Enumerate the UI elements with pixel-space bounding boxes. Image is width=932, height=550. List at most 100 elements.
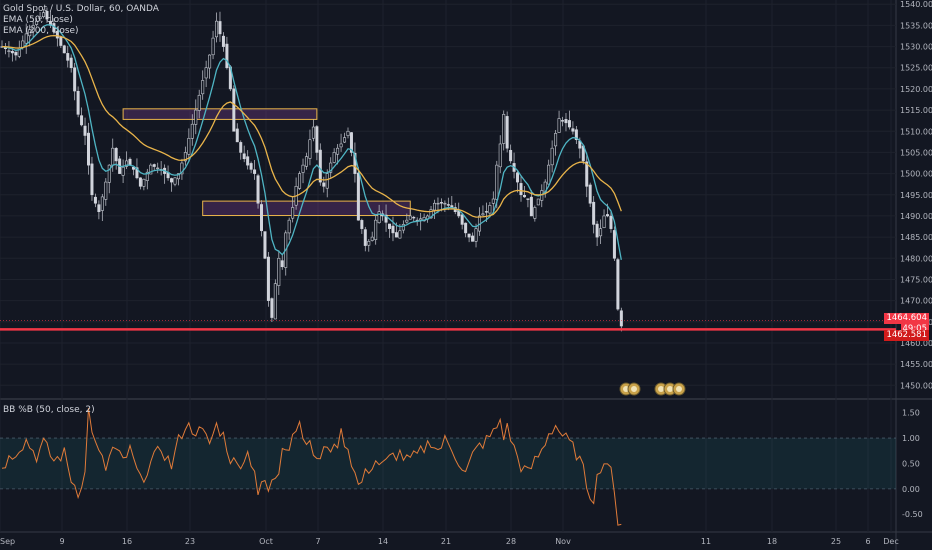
bb-percent-b-line [1,407,622,526]
panel-separator [0,398,932,400]
candle-body [533,207,537,219]
candle-body [246,156,250,166]
candle-body [436,202,440,205]
candle-body [432,202,436,211]
candle-body [370,236,374,241]
bb-percent-b-label: BB %B (50, close, 2) [3,405,95,415]
candle-body [519,183,523,196]
candle-body [304,156,308,167]
candle-body [488,205,492,214]
candle-body [273,283,277,320]
candle-body [208,54,212,69]
candle-body [225,43,229,69]
candle-body [104,181,108,200]
zones-layer [122,108,411,217]
candle-body [349,132,353,153]
candle-body [609,215,613,229]
candle-body [346,130,350,136]
candle-body [183,152,187,162]
candle-body [574,129,578,141]
candle-body [374,219,378,240]
event-icon-dot [658,386,664,392]
candle-body [197,94,201,111]
indicator-tick-label: 1.50 [902,409,920,418]
candle-body [187,138,191,155]
candle-body [502,114,506,144]
candle-body [394,232,398,238]
candle-body [336,147,340,155]
candle-body [398,230,402,239]
candle-body [318,149,322,183]
ema-200-line [1,34,622,218]
y-tick-label: 1495.00 [900,191,932,200]
candle-body [298,173,302,189]
event-icon[interactable] [672,382,686,396]
x-tick-label: 18 [767,537,777,546]
event-icon[interactable] [663,382,677,396]
candle-body [145,171,149,181]
candle-body [111,147,115,166]
candle-body [125,160,129,167]
candle-body [429,209,433,219]
candle-body [93,196,97,204]
candle-body [152,164,156,167]
candle-body [62,45,66,54]
candle-body [87,132,91,166]
candle-body [471,235,475,242]
candle-body [509,149,513,162]
event-icon[interactable] [627,382,641,396]
candle-body [554,133,558,147]
candle-body [80,115,84,126]
candle-body [516,172,520,183]
candle-body [464,222,468,234]
candle-body [190,123,194,139]
candle-body [384,214,388,223]
candle-body [474,228,478,242]
event-icon[interactable] [654,382,668,396]
candle-body [495,164,499,200]
candle-body [176,173,180,180]
candle-body [564,119,568,124]
candle-body [599,228,603,237]
candle-body [332,152,336,163]
y-tick-label: 1520.00 [900,85,932,94]
event-icons-layer[interactable] [619,382,686,396]
candle-body [259,204,263,232]
last-price-label: 1464.604 [884,313,929,325]
candle-body [107,164,111,183]
candle-body [526,198,530,200]
candle-body [377,211,381,223]
candle-body [301,164,305,173]
candle-body [232,88,236,132]
candle-body [360,220,364,229]
candle-body [419,218,423,221]
y-tick-label: 1470.00 [900,297,932,306]
y-tick-label: 1510.00 [900,127,932,136]
candle-body [585,161,589,187]
candle-body [142,178,146,187]
candle-body [173,177,177,185]
y-tick-label: 1515.00 [900,106,932,115]
candle-body [481,213,485,216]
candle-body [100,196,104,211]
chart-title: Gold Spot / U.S. Dollar, 60, OANDA [3,4,159,14]
y-tick-label: 1460.00 [900,339,932,348]
x-tick-label: 9 [59,537,64,546]
candle-body [76,90,80,115]
candle-body [215,20,219,38]
candle-body [114,148,118,162]
candle-body [42,12,46,17]
candle-body [156,167,160,170]
event-icon-dot [667,386,673,392]
y-tick-label: 1500.00 [900,170,932,179]
candle-body [211,37,215,56]
candle-body [266,256,270,301]
candle-body [522,194,526,198]
bar-countdown-label: 49:05 [900,324,929,336]
candle-body [619,310,623,327]
candle-body [311,126,315,139]
indicator-legend: BB %B (50, close, 2) [3,405,95,416]
candle-body [270,298,274,318]
